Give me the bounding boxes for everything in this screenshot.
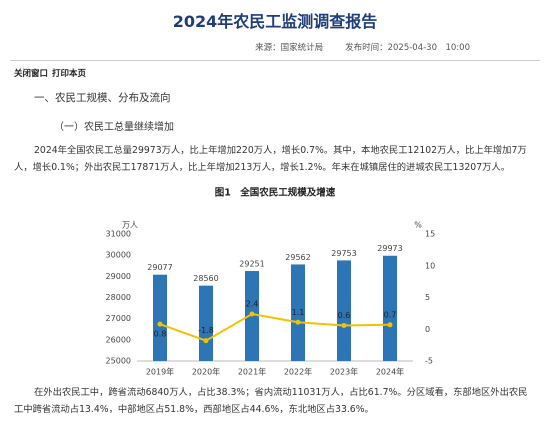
heading: 一、农民工规模、分布及流向: [34, 92, 171, 104]
toolbar: 关闭窗口 打印本页: [14, 67, 90, 79]
y2-axis-label: %: [414, 221, 422, 230]
y-tick-label: 31000: [106, 230, 131, 239]
line-label: 0.7: [384, 310, 397, 319]
x-tick-label: 2020年: [192, 367, 220, 377]
line-point: [295, 319, 301, 325]
y-tick-label: 29000: [106, 272, 131, 281]
bar-label: 29753: [331, 249, 356, 258]
y-axis-label: 万人: [122, 221, 138, 230]
x-tick-label: 2023年: [330, 367, 358, 377]
y-tick-label: 25000: [106, 357, 131, 366]
bar-label: 29562: [285, 253, 310, 262]
y-tick-label: 27000: [106, 314, 131, 323]
y2-tick-label: -5: [425, 357, 433, 366]
line-point: [157, 321, 163, 327]
bar: [383, 255, 397, 361]
y-tick-label: 28000: [106, 293, 131, 302]
chart: 图1 全国农民工规模及增速 万人 % 25000 26000 27000 28000 2…: [106, 187, 436, 377]
bar: [153, 274, 167, 361]
bar-label: 29251: [239, 260, 264, 269]
line-label: -1.8: [198, 326, 214, 335]
paragraph: 2024年全国农民工总量29973万人，比上年增加220万人，增长0.7%。其中…: [14, 145, 527, 173]
line-point: [341, 322, 347, 328]
line-label: 2.4: [246, 300, 259, 309]
x-tick-label: 2021年: [238, 367, 266, 377]
publish-time: 发布时间：2025-04-30 10:00: [345, 43, 470, 53]
line-point: [203, 338, 209, 344]
bar-label: 28560: [193, 274, 218, 283]
line-label: 0.8: [154, 330, 167, 339]
line-label: 1.1: [292, 308, 305, 317]
line: [159, 312, 391, 342]
x-tick-label: 2019年: [146, 367, 174, 377]
bar: [291, 264, 305, 361]
chart-title: 图1 全国农民工规模及增速: [215, 187, 336, 199]
bar: [337, 260, 351, 361]
y2-tick-label: 15: [425, 230, 435, 239]
bar: [199, 285, 213, 361]
line-label: 0.6: [338, 311, 351, 320]
bar-label: 29973: [377, 244, 402, 253]
y-tick-label: 26000: [106, 335, 131, 344]
source: 来源：国家统计局: [255, 43, 324, 53]
bar-label: 29077: [147, 263, 172, 272]
line-point: [387, 322, 393, 328]
subheading: （一）农民工总量继续增加: [54, 122, 174, 133]
x-tick-label: 2024年: [376, 367, 404, 377]
y2-tick-label: 0: [425, 325, 430, 334]
paragraph: 在外出农民工中，跨省流动6840万人，占比38.3%；省内流动11031万人，占…: [14, 387, 528, 415]
print-link[interactable]: 打印本页: [52, 69, 87, 79]
x-tick-label: 2022年: [284, 367, 312, 377]
meta: 来源：国家统计局 发布时间：2025-04-30 10:00: [233, 41, 470, 53]
y2-tick-label: 5: [425, 293, 430, 302]
y2-tick-label: 10: [425, 261, 435, 270]
divider: [10, 60, 540, 61]
line-point: [249, 311, 255, 317]
y-tick-label: 30000: [106, 251, 131, 260]
close-link[interactable]: 关闭窗口: [14, 69, 49, 79]
doc-title: 2024年农民工监测调查报告: [172, 12, 378, 31]
